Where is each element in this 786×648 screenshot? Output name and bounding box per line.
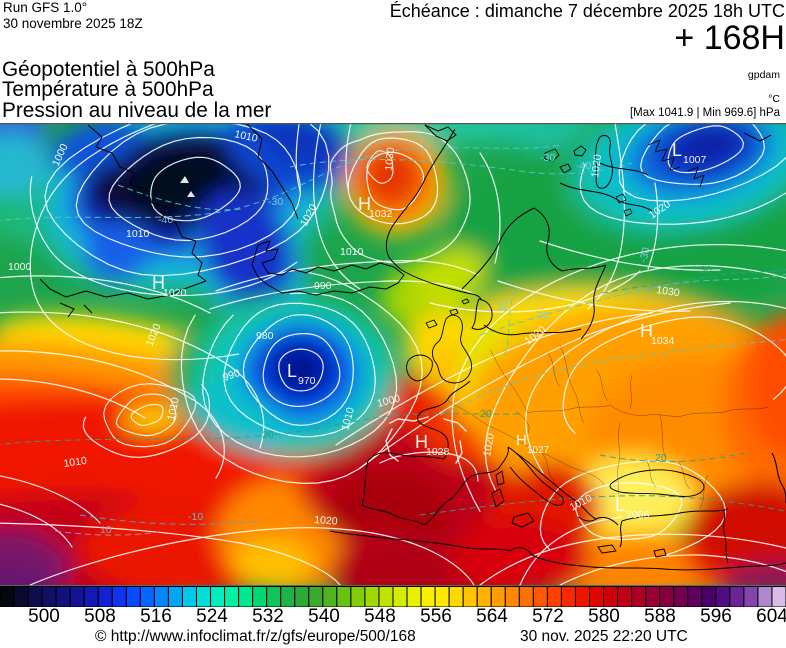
svg-text:L: L	[672, 140, 682, 160]
svg-text:H: H	[152, 273, 165, 293]
svg-text:1010: 1010	[233, 128, 258, 145]
svg-text:980: 980	[256, 330, 274, 342]
svg-text:1034: 1034	[651, 335, 675, 347]
svg-text:1010: 1010	[339, 406, 357, 432]
svg-text:H: H	[358, 194, 371, 214]
svg-text:1010: 1010	[165, 396, 182, 421]
svg-text:20: 20	[480, 408, 492, 420]
svg-text:20: 20	[262, 429, 274, 441]
svg-text:1028: 1028	[426, 446, 450, 458]
svg-text:1020: 1020	[589, 153, 604, 178]
svg-text:1020: 1020	[163, 287, 187, 299]
svg-text:L: L	[615, 495, 625, 515]
svg-text:10: 10	[100, 524, 112, 536]
svg-text:20: 20	[655, 452, 667, 464]
svg-text:-30: -30	[637, 246, 653, 264]
svg-text:-40: -40	[576, 160, 591, 172]
svg-text:H: H	[516, 432, 527, 449]
svg-text:1007: 1007	[683, 154, 707, 166]
svg-text:-30: -30	[268, 196, 283, 208]
svg-text:-30: -30	[495, 300, 511, 318]
svg-text:1010: 1010	[63, 455, 88, 470]
svg-text:970: 970	[298, 375, 316, 387]
svg-text:990: 990	[314, 280, 332, 292]
svg-text:1010: 1010	[340, 246, 364, 258]
svg-text:1030: 1030	[383, 147, 397, 171]
svg-text:1020: 1020	[481, 432, 497, 457]
svg-text:1000: 1000	[8, 261, 32, 273]
svg-text:1032: 1032	[369, 208, 393, 220]
svg-text:1000: 1000	[376, 393, 402, 410]
svg-text:30: 30	[700, 264, 712, 276]
svg-text:1020: 1020	[314, 514, 338, 528]
svg-text:L: L	[287, 361, 297, 381]
svg-text:1027: 1027	[527, 445, 550, 456]
svg-text:-40: -40	[158, 214, 173, 226]
svg-text:1010: 1010	[126, 228, 150, 240]
svg-text:H: H	[640, 321, 653, 341]
svg-text:-10: -10	[188, 511, 203, 523]
svg-text:H: H	[415, 432, 428, 452]
svg-text:1030: 1030	[656, 284, 681, 299]
svg-text:1006: 1006	[626, 509, 650, 521]
svg-text:990: 990	[221, 367, 242, 384]
svg-text:-30: -30	[540, 152, 555, 164]
svg-text:-20: -20	[534, 310, 549, 322]
